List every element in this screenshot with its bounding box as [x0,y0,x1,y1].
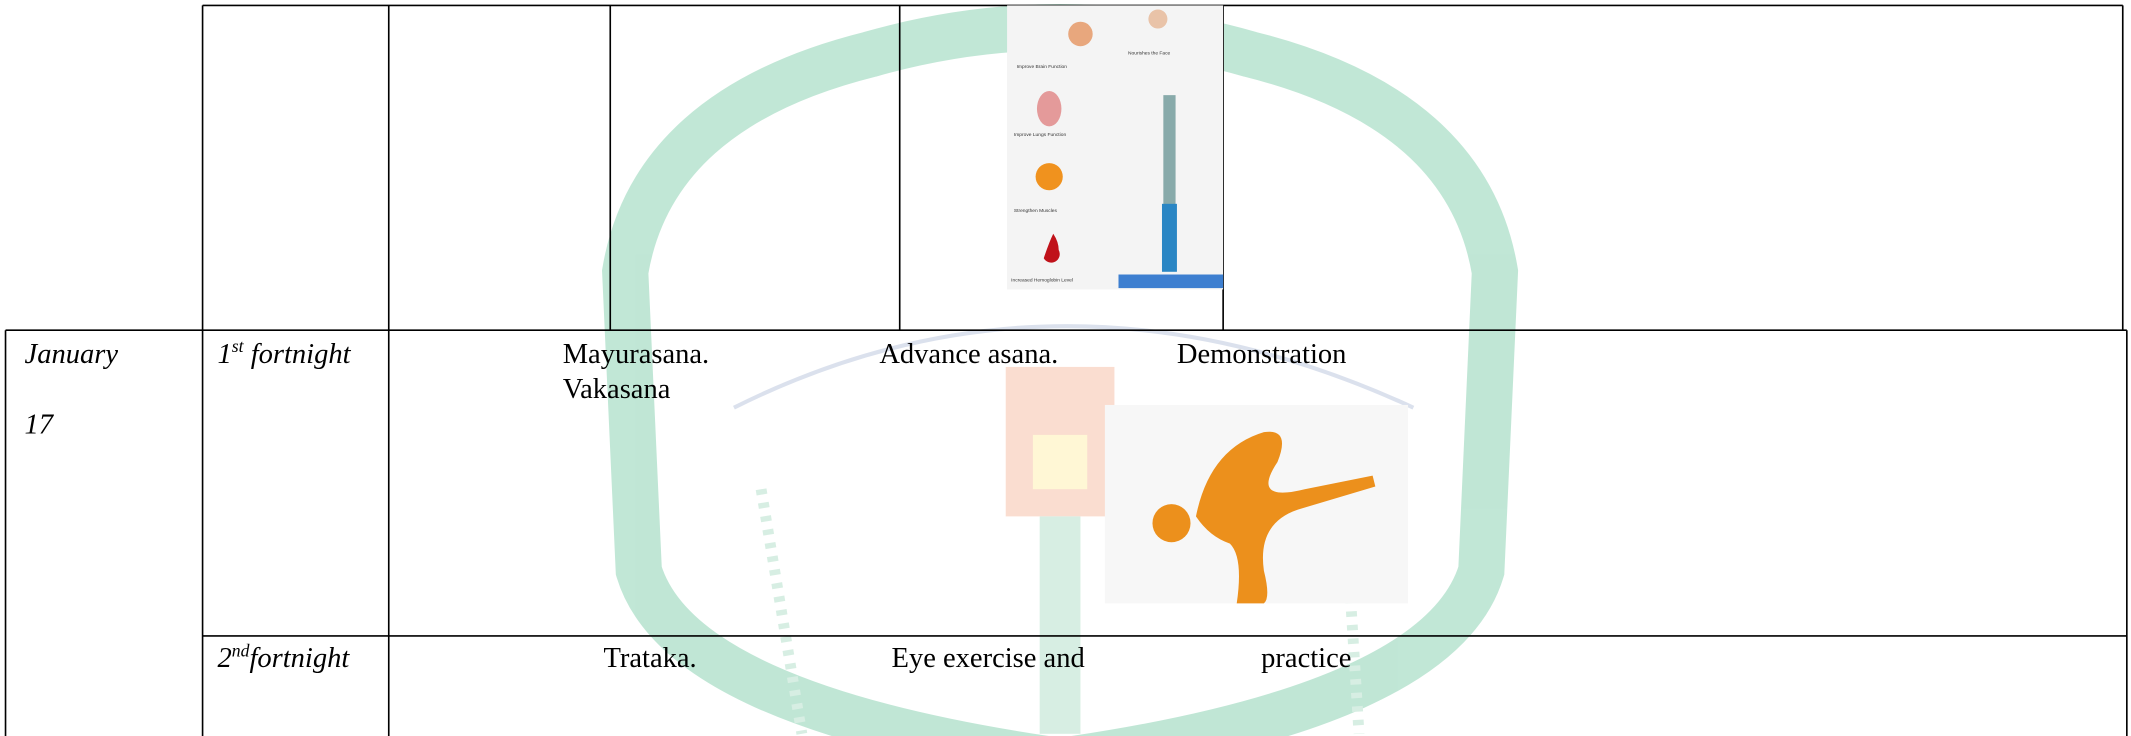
method: Demonstration [1177,339,1346,370]
month: January [25,339,119,370]
fortnight-suffix: nd [232,640,250,660]
asana: Trataka. [603,643,696,674]
image-label: Increased Hemoglobin Level [1011,277,1073,283]
fortnight-label: fortnight [244,339,352,370]
fortnight: 2ndfortnight [218,640,351,674]
year: 17 [25,410,55,441]
image-label: Nourishes the Face [1128,50,1171,56]
asana: Vakasana [563,374,671,405]
image-label: Improve Brain Function [1017,64,1068,70]
asana-type: Advance asana. [879,339,1058,370]
headstand-image: Improve Brain Function Nourishes the Fac… [1007,5,1224,290]
fortnight-suffix: st [232,336,245,356]
crow-pose-image [1104,404,1408,604]
fortnight: 1st fortnight [218,336,352,370]
fortnight-number: 1 [218,339,232,370]
asana-type: Eye exercise and [892,643,1085,674]
asana: Mayurasana. [563,339,709,370]
watermark [602,4,1519,736]
image-label: Strengthen Muscles [1014,208,1058,214]
fortnight-label: fortnight [249,643,350,674]
fortnight-number: 2 [218,643,232,674]
method: practice [1261,643,1351,674]
image-label: Improve Lungs Function [1014,132,1067,138]
